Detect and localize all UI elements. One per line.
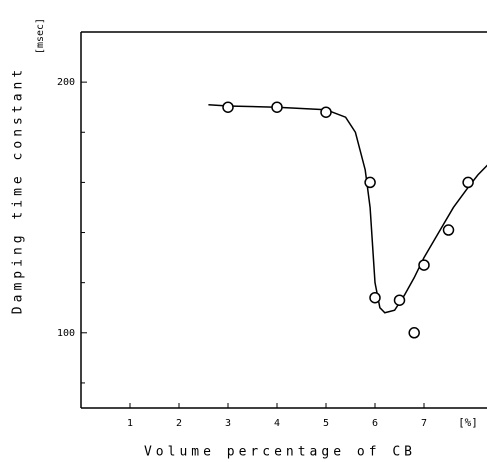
x-tick-label: 2	[176, 418, 182, 429]
data-point	[393, 294, 406, 306]
y-axis-unit: [msec]	[35, 18, 46, 54]
y-tick-label: 200	[57, 77, 75, 88]
x-tick-label: 6	[372, 418, 378, 429]
data-point	[222, 101, 234, 113]
data-point	[369, 291, 381, 304]
data-point	[442, 224, 455, 236]
x-tick-label: 3	[225, 418, 231, 429]
data-point	[418, 259, 430, 271]
data-point	[364, 176, 376, 189]
x-tick-label: 4	[274, 418, 280, 429]
y-tick-label: 100	[57, 328, 75, 339]
x-tick-label: 5	[323, 418, 329, 429]
data-point	[271, 101, 283, 113]
x-tick-label: 1	[127, 418, 133, 429]
data-point	[320, 106, 332, 118]
x-tick-label: 7	[421, 418, 427, 429]
data-point	[462, 176, 474, 189]
x-axis-unit: [%]	[458, 416, 478, 429]
y-axis-label: Damping time constant	[11, 66, 26, 314]
fit-curve	[208, 103, 487, 314]
data-point	[408, 327, 420, 339]
x-axis-label: Volume percentage of CB	[144, 445, 416, 460]
